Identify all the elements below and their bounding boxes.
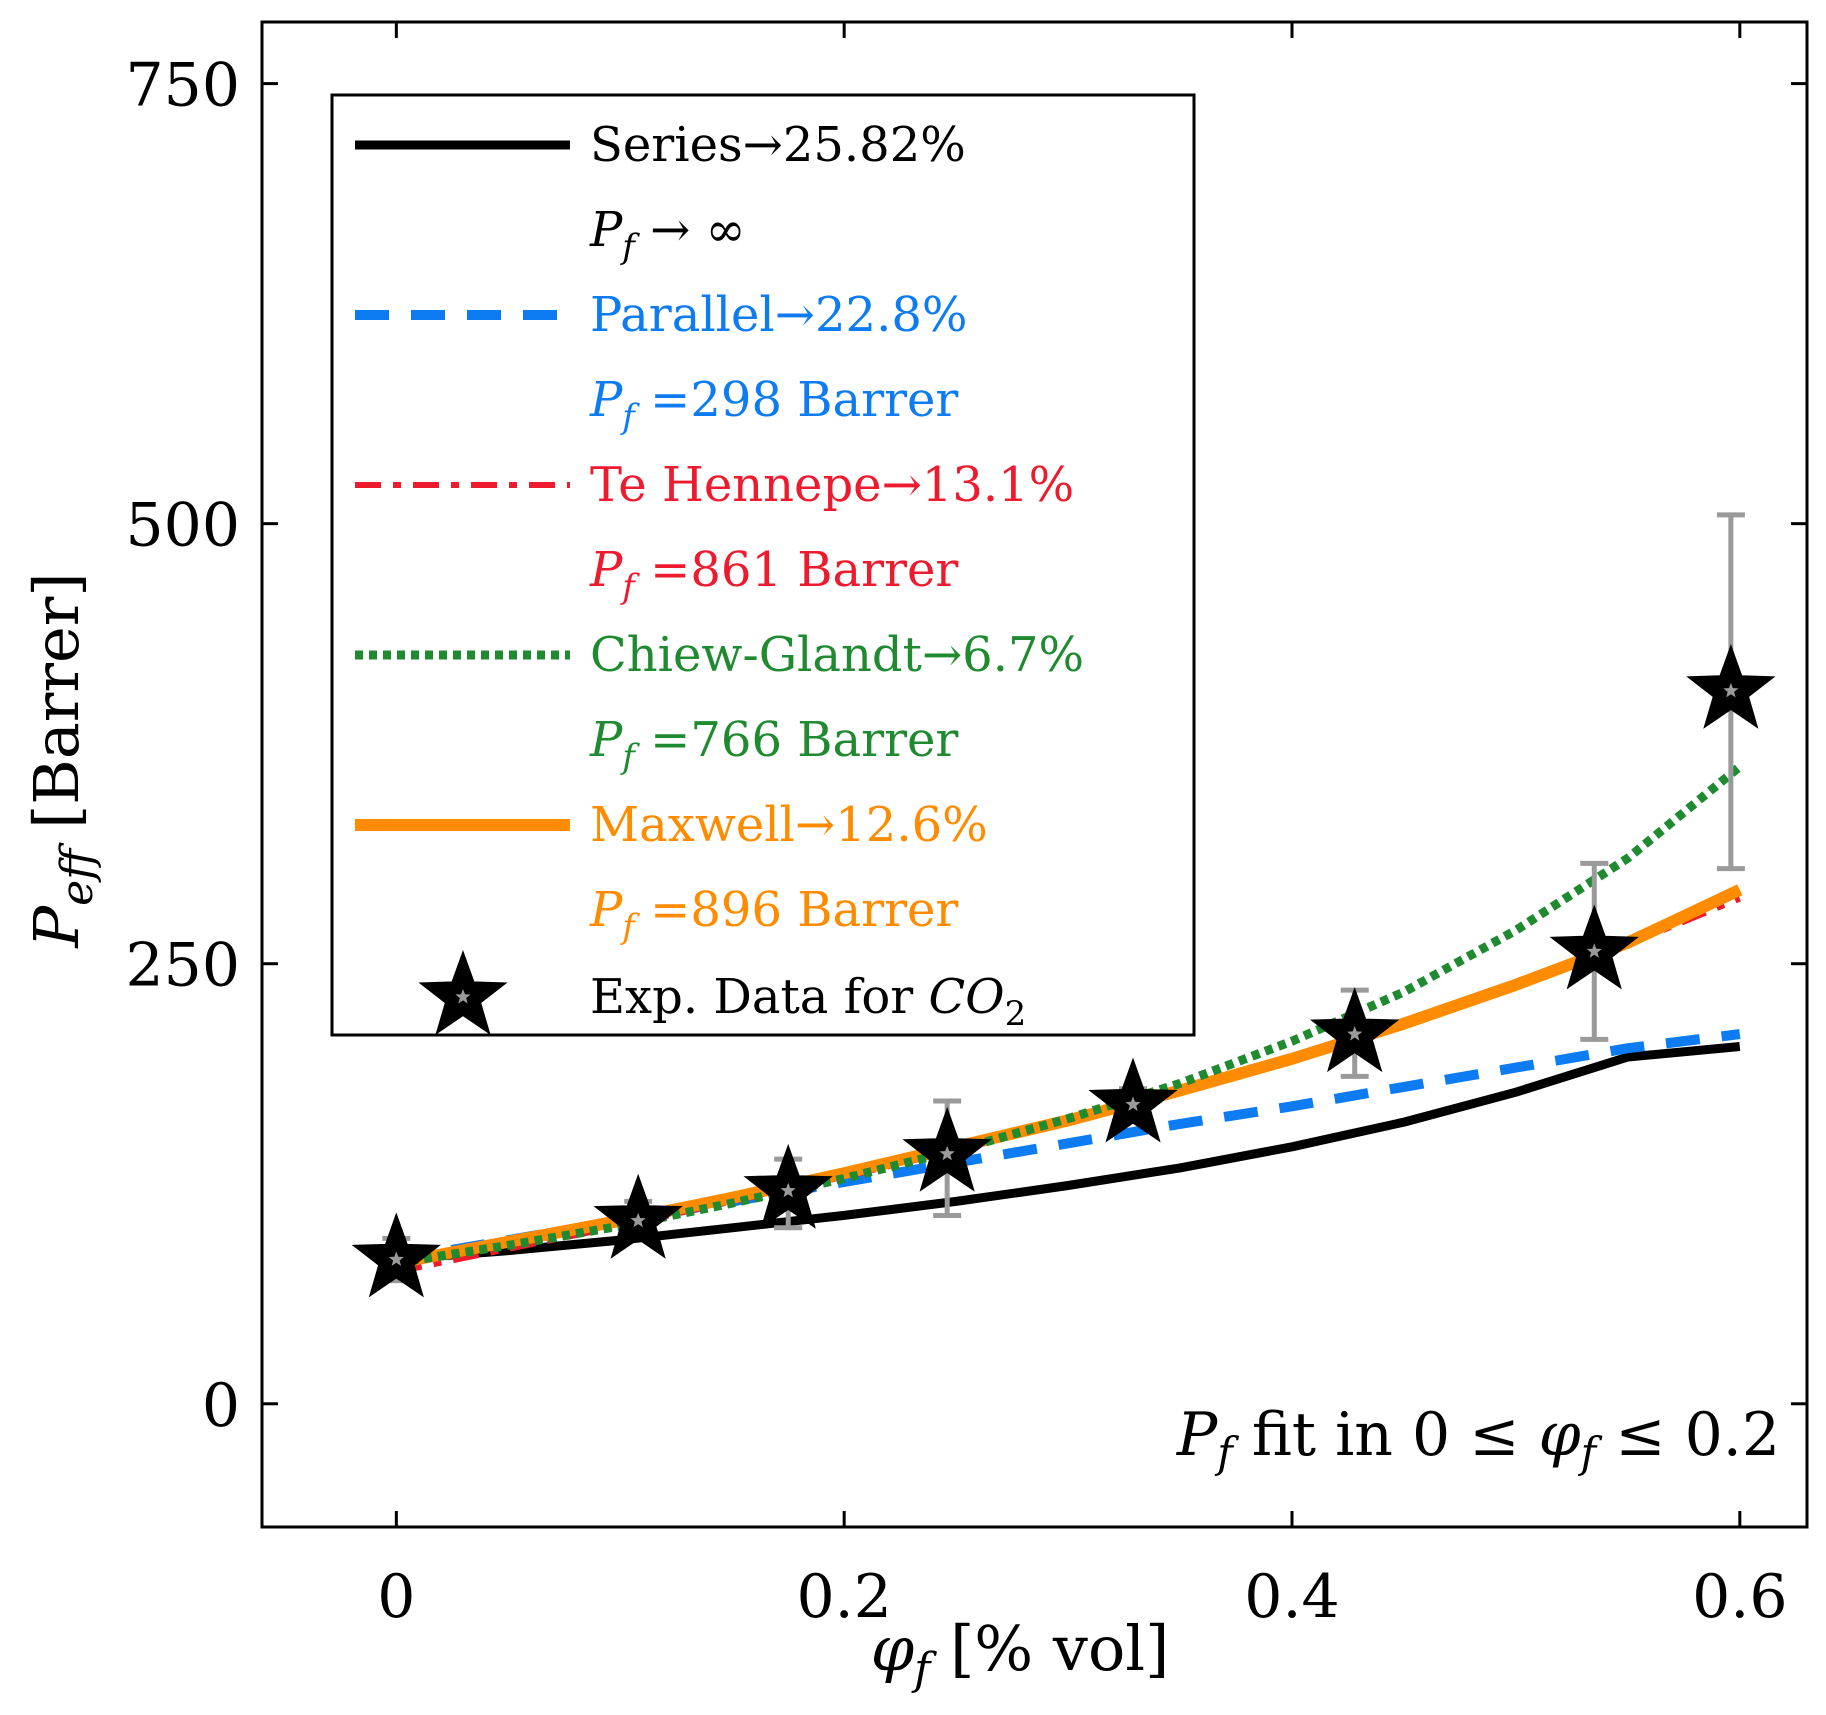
fit-range-annotation: Pf fit in 0 ≤ φf ≤ 0.2 [1176,1400,1780,1477]
x-tick-label: 0.2 [796,1562,891,1632]
legend-exp-text: Exp. Data for [590,969,928,1025]
annotation-sym: φ [1539,1400,1581,1470]
legend-sublabel-2: Pf =861 Barrer [589,542,958,607]
legend: Series→25.82% Pf → ∞ Parallel→22.8% Pf =298… [330,93,1196,1037]
y-axis-subscript: eff [52,842,103,906]
data-point-star [1309,987,1400,1073]
legend-sublabel-rest: → ∞ [635,202,746,258]
data-point-star-center [1586,943,1602,958]
x-axis-symbol: φ [871,1612,915,1685]
legend-star-center [455,989,471,1004]
data-point-star [1686,643,1776,729]
axis-ticks: 0 0.2 0.4 0.6 0 250 500 750 [125,22,1807,1632]
y-tick-label: 0 [202,1371,240,1441]
data-point-star-center [780,1182,796,1198]
data-point-star [1549,904,1639,990]
legend-exp-subscript: 2 [1005,994,1027,1034]
y-tick-label: 250 [125,931,240,1001]
data-point-star-center [1723,682,1739,698]
y-axis-symbol: P [20,905,93,949]
y-axis-title: Peff [Barrer] [20,572,103,948]
annotation-text: fit in 0 ≤ [1233,1400,1539,1470]
x-tick-label: 0.6 [1692,1562,1787,1632]
x-tick-label: 0.4 [1244,1562,1339,1632]
plot-frame [260,20,1809,1529]
legend-sublabel-rest: =861 Barrer [635,542,959,598]
legend-sublabel-rest: =298 Barrer [635,372,959,428]
legend-label-experimental: Exp. Data for CO2 [590,969,1026,1034]
x-tick-label: 0 [377,1562,415,1632]
data-point-star [743,1143,833,1229]
data-point-star-center [939,1145,955,1161]
legend-label-0: Series→25.82% [590,117,966,173]
data-point-star-center [388,1251,404,1266]
legend-exp-symbol: CO [928,969,1004,1025]
legend-sublabel-0: Pf → ∞ [589,202,746,267]
legend-sublabel-rest: =896 Barrer [635,882,959,938]
data-point-star [902,1106,992,1192]
annotation-post: ≤ 0.2 [1596,1400,1780,1470]
data-point-star [593,1173,683,1259]
legend-sublabel-symbol: P [589,372,623,428]
annotation-pre: P [1176,1400,1219,1470]
data-point-star [1088,1057,1178,1143]
plot-content [351,512,1776,1298]
x-axis-title: φf [% vol] [871,1612,1170,1695]
data-point-star-center [630,1212,646,1228]
data-point-star-center [1125,1096,1141,1111]
legend-sublabel-symbol: P [589,202,623,258]
legend-label-4: Maxwell→12.6% [590,797,988,853]
data-point-star-center [1347,1026,1363,1041]
legend-label-2: Te Hennepe→13.1% [590,457,1074,513]
legend-label-1: Parallel→22.8% [590,287,967,343]
y-axis-rest: [Barrer] [20,572,93,848]
legend-label-3: Chiew-Glandt→6.7% [590,627,1084,683]
data-point-star [351,1212,442,1298]
legend-sublabel-symbol: P [589,882,623,938]
legend-sublabel-4: Pf =896 Barrer [589,882,958,947]
legend-sublabel-symbol: P [589,542,623,598]
legend-sublabel-3: Pf =766 Barrer [589,712,958,777]
legend-sublabel-symbol: P [589,712,623,768]
legend-box [330,93,1196,1037]
y-tick-label: 750 [125,51,240,121]
legend-star [418,950,508,1035]
legend-sublabel-1: Pf =298 Barrer [589,372,958,437]
y-tick-label: 500 [125,491,240,561]
legend-sublabel-rest: =766 Barrer [635,712,959,768]
x-axis-rest: [% vol] [930,1612,1169,1685]
